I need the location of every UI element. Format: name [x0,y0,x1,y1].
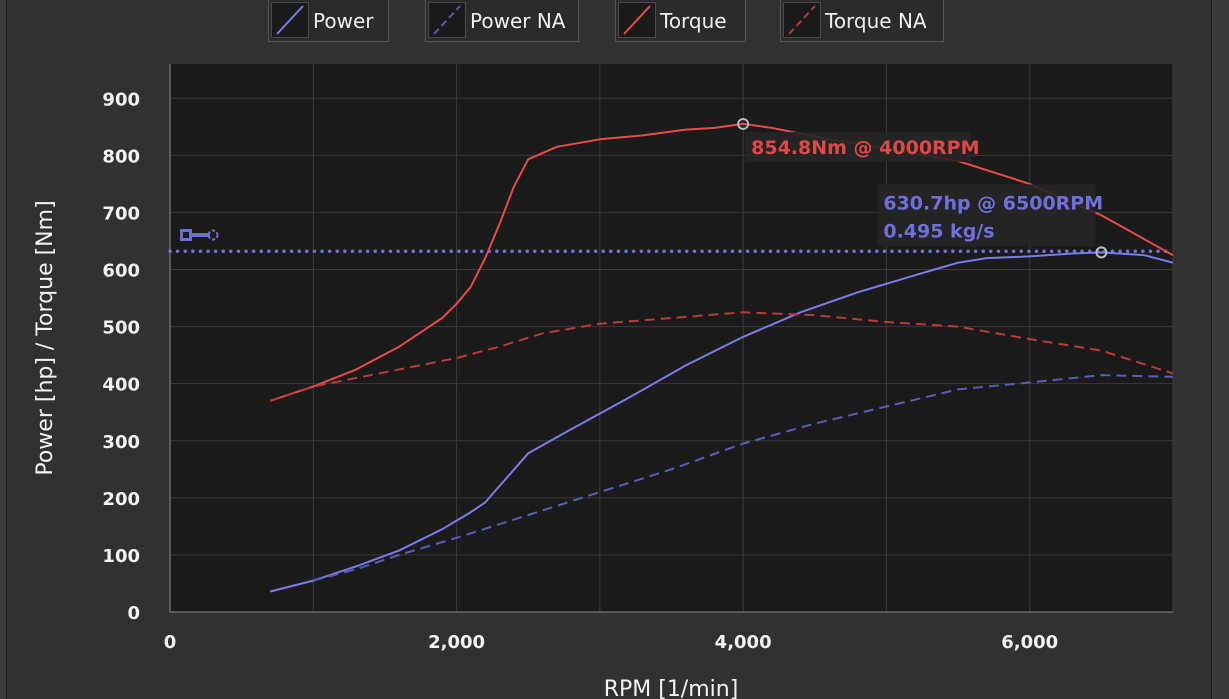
y-tick-label: 900 [102,89,140,110]
y-tick-label: 0 [127,603,140,624]
x-tick-label: 4,000 [715,632,772,653]
x-tick-label: 6,000 [1001,632,1058,653]
annotation-box [877,184,1096,247]
y-tick-label: 800 [102,146,140,167]
x-axis-ticks: 0 2,000 4,000 6,000 [164,632,1058,653]
annotation-box [745,131,972,162]
y-axis-title: Power [hp] / Torque [Nm] [33,200,58,475]
annotation-text: 854.8Nm @ 4000RPM [751,137,979,159]
legend-swatch-torque [618,2,656,38]
legend-swatch-power-na [428,2,466,38]
plot-area [170,64,1173,612]
peak-marker [1095,246,1108,259]
grid-lines [169,64,1174,613]
legend-item-torque-na[interactable]: Torque NA [780,0,944,42]
x-tick-label: 0 [164,632,177,653]
peak-annotations: 854.8Nm @ 4000RPM 630.7hp @ 6500RPM 0.495 … [737,117,1108,259]
y-tick-label: 500 [102,318,140,339]
legend-label-torque: Torque [660,9,727,33]
turbo-icon [180,229,219,241]
x-axis-title: RPM [1/min] [604,677,739,699]
series-line-power-na [313,374,1174,582]
legend-swatch-power [271,2,309,38]
y-axis-ticks: 0 100 200 300 400 500 600 700 800 900 [102,89,140,624]
y-tick-label: 100 [102,546,140,567]
legend: Power Power NA Torque Torque NA [0,0,1229,44]
y-tick-label: 300 [102,432,140,453]
legend-label-power: Power [313,9,374,33]
legend-item-power-na[interactable]: Power NA [425,0,579,42]
y-tick-label: 700 [102,203,140,224]
annotation-text: 630.7hp @ 6500RPM [883,192,1103,214]
y-tick-label: 600 [102,261,140,282]
x-tick-label: 2,000 [428,632,485,653]
legend-label-power-na: Power NA [470,9,566,33]
legend-swatch-torque-na [783,2,821,38]
annotation-torque: 854.8Nm @ 4000RPM [737,117,980,162]
annotation-text-secondary: 0.495 kg/s [883,220,994,242]
legend-item-torque[interactable]: Torque [615,0,746,42]
y-tick-label: 400 [102,375,140,396]
series-line-power [270,251,1174,593]
annotation-power: 630.7hp @ 6500RPM 0.495 kg/s [877,184,1108,259]
y-tick-label: 200 [102,489,140,510]
legend-label-torque-na: Torque NA [825,9,927,33]
peak-marker [737,117,750,130]
legend-item-power[interactable]: Power [268,0,389,42]
